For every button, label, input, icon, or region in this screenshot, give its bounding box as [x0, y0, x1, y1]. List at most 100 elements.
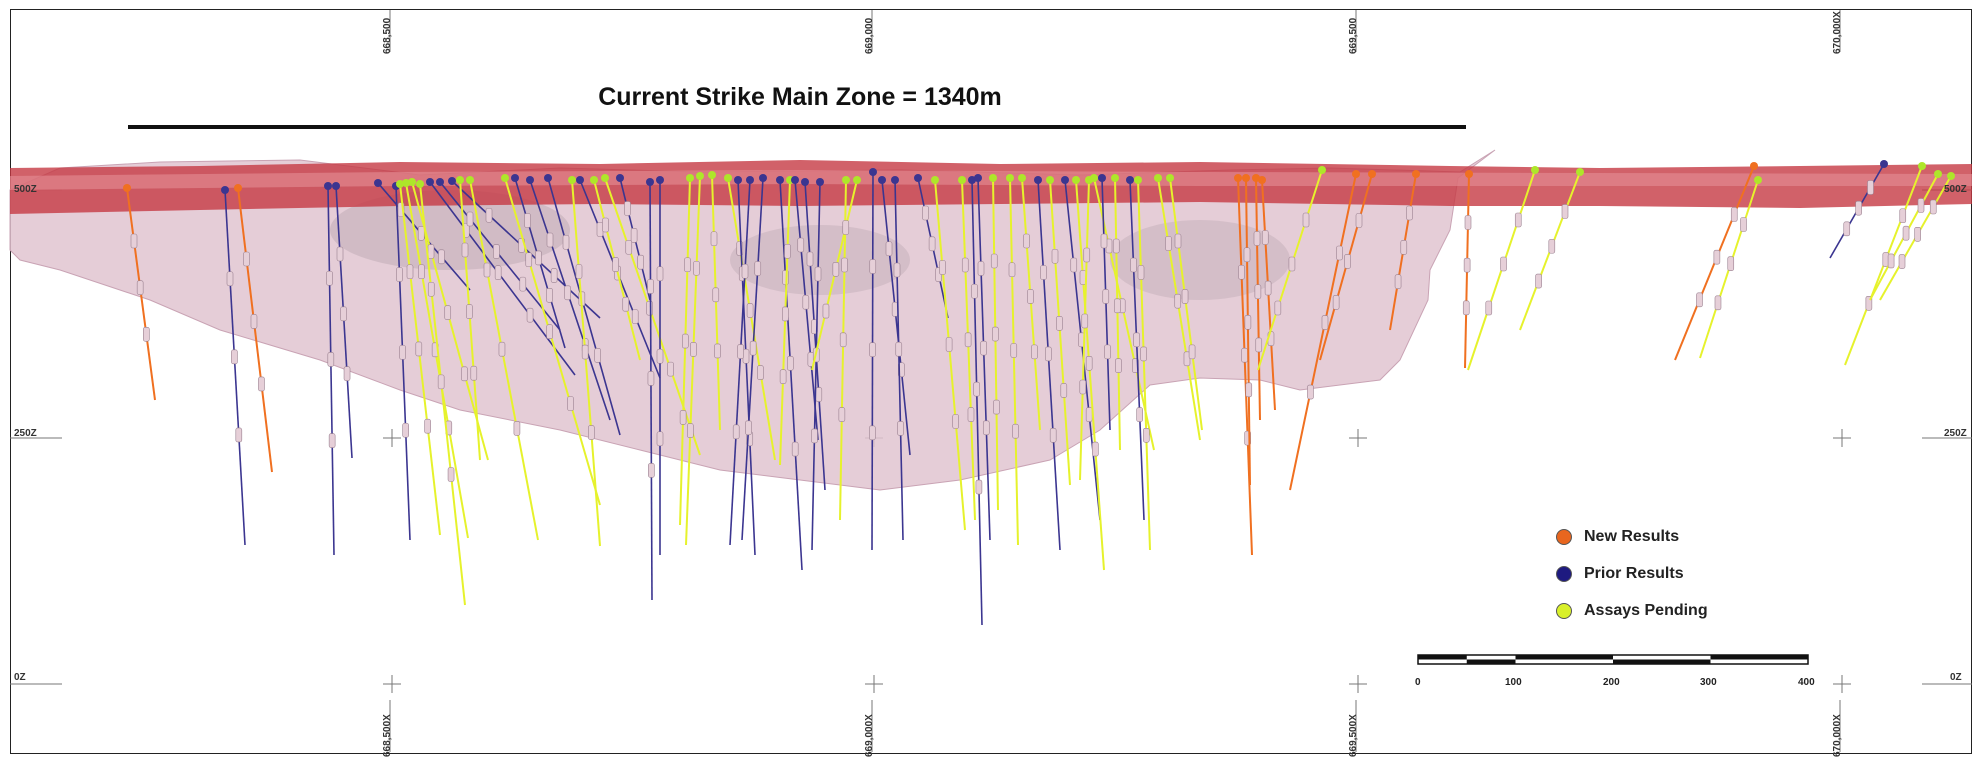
drill-hole-trace [741, 177, 764, 541]
intercept-marker [1008, 262, 1016, 278]
easting-label-bottom: 669,000X [864, 714, 875, 757]
intercept-marker [757, 365, 764, 380]
zone-shading [1110, 220, 1290, 300]
zone-shading [730, 225, 910, 295]
drill-collar-marker [656, 176, 664, 184]
intercept-marker [1085, 407, 1093, 422]
drill-collar-marker [568, 176, 576, 184]
drill-collar-marker [416, 180, 424, 188]
legend-new-results: New Results [1556, 528, 1679, 546]
intercept-marker [832, 261, 840, 277]
drill-collar-marker [816, 178, 824, 186]
intercept-marker [667, 361, 674, 377]
intercept-marker [964, 332, 972, 348]
elevation-label-right-0: 0Z [1950, 672, 1962, 683]
intercept-marker [402, 422, 409, 438]
drill-collar-marker [696, 172, 704, 180]
drill-collar-marker [724, 174, 732, 182]
intercept-marker [992, 326, 999, 342]
intercept-marker [524, 213, 531, 228]
intercept-marker [1917, 198, 1925, 213]
drill-collar-marker [1352, 170, 1360, 178]
intercept-marker [1406, 205, 1413, 221]
drill-collar-marker [914, 174, 922, 182]
elevation-label-left-250: 250Z [14, 428, 37, 439]
intercept-marker [693, 260, 700, 276]
drill-collar-marker [708, 171, 716, 179]
prior-results-marker-icon [1556, 566, 1572, 582]
drill-collar-marker [1134, 176, 1142, 184]
intercept-marker [647, 279, 654, 294]
drill-collar-marker [501, 174, 509, 182]
scale-label-400: 400 [1798, 677, 1815, 688]
intercept-marker [1174, 233, 1182, 249]
intercept-marker [1056, 316, 1063, 331]
intercept-marker [1713, 249, 1721, 265]
drill-hole-trace [737, 179, 756, 556]
intercept-marker [1051, 248, 1059, 264]
intercept-marker [732, 424, 740, 440]
drill-hole-trace [977, 177, 991, 541]
drill-hole-trace [439, 181, 561, 331]
intercept-marker [1241, 347, 1248, 363]
drill-collar-marker [869, 168, 877, 176]
intercept-marker [893, 262, 901, 278]
intercept-marker [802, 294, 810, 310]
intercept-marker [741, 263, 749, 279]
intercept-marker [470, 365, 478, 381]
intercept-marker [1040, 265, 1047, 280]
drill-hole-trace [727, 177, 776, 461]
intercept-marker [444, 305, 452, 320]
drill-hole-trace [335, 185, 353, 459]
drill-hole-trace [571, 179, 601, 547]
intercept-marker [1027, 289, 1034, 304]
drill-hole-trace [871, 171, 874, 551]
intercept-marker [1060, 383, 1068, 398]
intercept-marker [602, 217, 609, 233]
intercept-marker [546, 324, 553, 339]
drill-collar-marker [1750, 162, 1758, 170]
elevation-label-right-250: 250Z [1944, 428, 1967, 439]
legend-prior-results: Prior Results [1556, 565, 1684, 583]
legend-pending-label: Assays Pending [1584, 602, 1708, 619]
intercept-marker [1049, 427, 1057, 443]
intercept-marker [1485, 300, 1493, 316]
intercept-marker [562, 234, 570, 250]
drill-hole-trace [1021, 177, 1041, 431]
drill-hole-trace [429, 181, 576, 376]
drill-collar-marker [221, 186, 229, 194]
intercept-marker [550, 268, 558, 283]
intercept-marker [681, 333, 689, 349]
intercept-marker [1400, 240, 1408, 255]
intercept-marker [143, 326, 150, 342]
intercept-marker [797, 237, 805, 253]
drill-collar-marker [1947, 172, 1955, 180]
drill-hole-trace [1049, 179, 1071, 486]
intercept-marker [1254, 284, 1262, 300]
intercept-marker [791, 441, 799, 457]
drill-hole-trace [529, 179, 611, 421]
intercept-marker [646, 300, 653, 316]
intercept-marker [328, 433, 336, 448]
intercept-marker [1727, 256, 1735, 271]
intercept-marker [806, 251, 814, 267]
intercept-marker [1288, 256, 1296, 272]
intercept-marker [885, 241, 893, 257]
easting-label-bottom: 669,500X [1348, 714, 1359, 757]
intercept-marker [1133, 332, 1140, 348]
intercept-marker [594, 348, 601, 363]
intercept-marker [1344, 254, 1351, 269]
drill-hole-trace [399, 183, 441, 536]
drill-hole-trace [327, 185, 335, 556]
intercept-marker [814, 266, 822, 282]
intercept-marker [1464, 215, 1472, 230]
intercept-marker [975, 479, 983, 495]
intercept-marker [1307, 384, 1314, 400]
intercept-marker [575, 264, 583, 279]
drill-collar-marker [974, 174, 982, 182]
drill-hole-trace [839, 179, 847, 521]
drill-collar-marker [1072, 176, 1080, 184]
intercept-marker [993, 399, 1000, 415]
drill-collar-marker [396, 180, 404, 188]
drill-hole-trace [237, 187, 273, 473]
